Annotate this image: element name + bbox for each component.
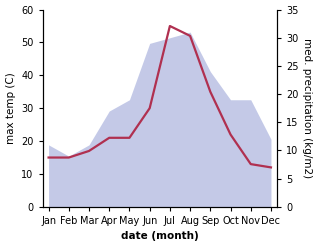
Y-axis label: med. precipitation (kg/m2): med. precipitation (kg/m2) xyxy=(302,38,313,178)
Y-axis label: max temp (C): max temp (C) xyxy=(5,72,16,144)
X-axis label: date (month): date (month) xyxy=(121,231,199,242)
